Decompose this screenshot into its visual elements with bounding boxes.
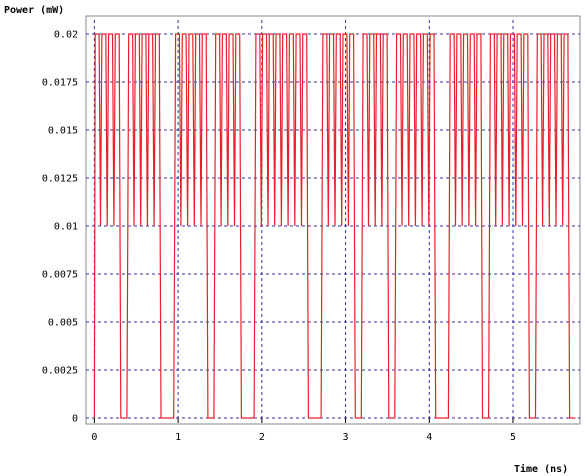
- x-axis-label: Time (ns): [514, 463, 568, 475]
- x-tick-label: 1: [175, 432, 181, 443]
- series-group: [93, 33, 576, 419]
- x-tick-label: 0: [91, 432, 97, 443]
- y-tick-label: 0: [72, 414, 78, 425]
- y-tick-label: 0.02: [54, 30, 78, 41]
- x-tick-label: 2: [259, 432, 265, 443]
- x-tick-label: 3: [343, 432, 349, 443]
- y-tick-label: 0.01: [54, 222, 78, 233]
- y-tick-label: 0.0175: [42, 78, 78, 89]
- y-tick-label: 0.0075: [42, 270, 78, 281]
- x-tick-label: 4: [426, 432, 432, 443]
- plot-area-border: [85, 15, 581, 425]
- y-tick-label: 0.0025: [42, 366, 78, 377]
- y-axis-label: Power (mW): [4, 5, 64, 16]
- series-line: [93, 33, 576, 419]
- y-tick-label: 0.015: [48, 126, 78, 137]
- x-tick-label: 5: [510, 432, 516, 443]
- y-axis-ticks: 0 0.0025 0.005 0.0075 0.01 0.0125 0.015 0.0175 0…: [42, 30, 78, 425]
- grid: [86, 20, 580, 419]
- x-axis-ticks: 0 1 2 3 4 5: [91, 418, 516, 443]
- y-tick-label: 0.0125: [42, 174, 78, 185]
- y-tick-label: 0.005: [48, 318, 78, 329]
